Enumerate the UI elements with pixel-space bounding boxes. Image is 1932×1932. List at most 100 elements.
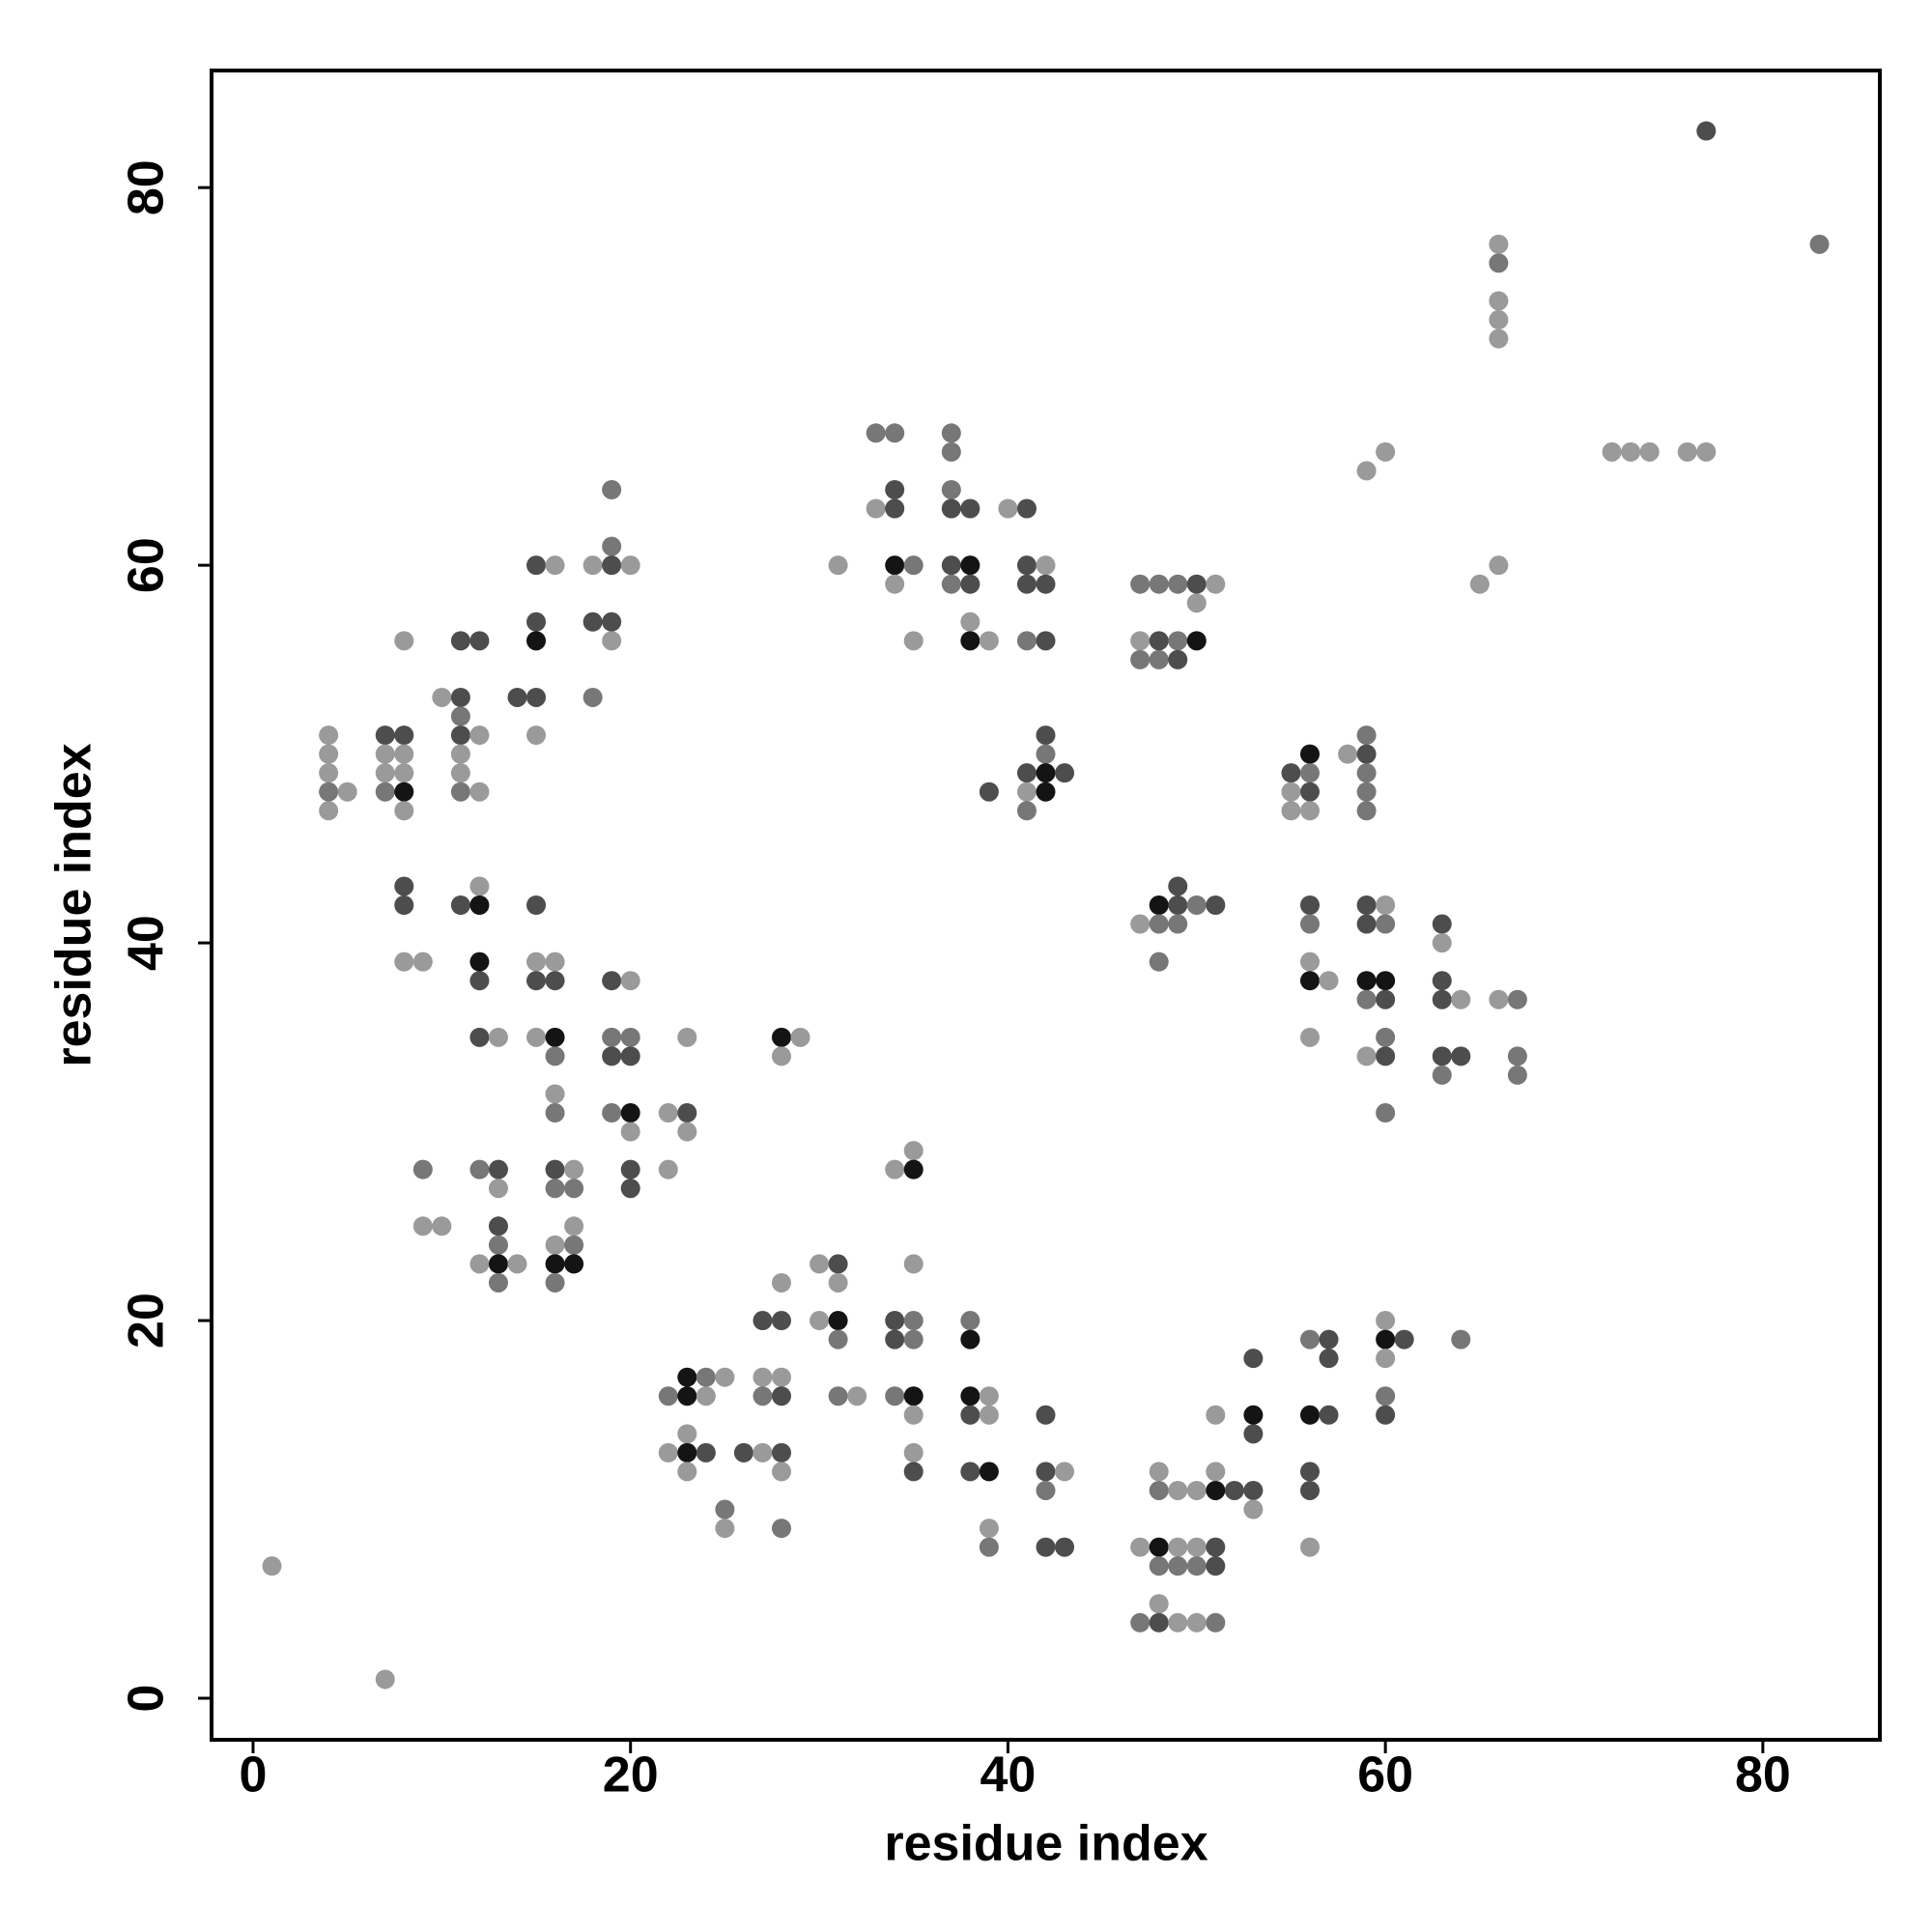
point [620, 1122, 640, 1142]
point [1432, 914, 1452, 934]
point [432, 687, 452, 707]
point [545, 1103, 565, 1123]
point [1149, 1594, 1169, 1614]
point [885, 479, 905, 499]
point [1149, 1480, 1169, 1500]
point [450, 763, 470, 783]
point [394, 631, 414, 651]
point [903, 1254, 923, 1274]
point [1319, 1349, 1339, 1369]
point [319, 725, 339, 746]
point [469, 971, 490, 991]
point [960, 1405, 980, 1425]
point [1206, 895, 1226, 915]
point [960, 555, 980, 576]
point [1376, 1027, 1396, 1047]
point [960, 1386, 980, 1406]
point [753, 1311, 773, 1331]
point [903, 555, 923, 576]
point [1451, 1329, 1471, 1350]
y-axis-label: residue index [46, 743, 102, 1066]
point [1300, 1027, 1321, 1047]
point [1489, 234, 1509, 254]
point [771, 1046, 791, 1066]
point [1243, 1424, 1264, 1444]
x-tick-label: 40 [980, 1747, 1037, 1804]
point [790, 1027, 810, 1047]
point [1130, 649, 1151, 669]
point [620, 1159, 640, 1179]
point [1149, 1462, 1169, 1482]
point [677, 1027, 697, 1047]
point [526, 1027, 547, 1047]
point [1149, 952, 1169, 972]
point [1507, 1046, 1527, 1066]
point [450, 744, 470, 764]
point [866, 423, 886, 443]
point [1376, 1349, 1396, 1369]
point [960, 498, 980, 519]
point [1016, 574, 1037, 594]
point [1168, 1612, 1188, 1633]
point [771, 1311, 791, 1331]
point [564, 1235, 584, 1255]
point [545, 1235, 565, 1255]
point [903, 1442, 923, 1463]
point [1489, 328, 1509, 349]
point [771, 1367, 791, 1387]
point [488, 1272, 508, 1293]
point [319, 801, 339, 821]
point [1300, 781, 1321, 802]
point [1489, 555, 1509, 576]
point [582, 611, 603, 632]
point [469, 1159, 490, 1179]
y-tick-label: 0 [119, 1685, 175, 1713]
point [1300, 1462, 1321, 1482]
point [262, 1556, 282, 1577]
point [375, 744, 395, 764]
point [658, 1442, 678, 1463]
point [1507, 1065, 1527, 1085]
point [1206, 1462, 1226, 1482]
point [1168, 876, 1188, 896]
point [1206, 1612, 1226, 1633]
point [526, 895, 547, 915]
point [450, 895, 470, 915]
point [1376, 1311, 1396, 1331]
point [1300, 1405, 1321, 1425]
x-tick-label: 0 [240, 1747, 268, 1804]
point [1016, 631, 1037, 651]
point [903, 1386, 923, 1406]
point [753, 1367, 773, 1387]
point [1036, 781, 1056, 802]
point [1036, 725, 1056, 746]
point [1677, 441, 1697, 462]
point [771, 1386, 791, 1406]
point [1036, 1405, 1056, 1425]
point [1168, 914, 1188, 934]
point [375, 725, 395, 746]
point [488, 1235, 508, 1255]
point [1206, 1405, 1226, 1425]
point [545, 971, 565, 991]
point [545, 1254, 565, 1274]
point [1300, 952, 1321, 972]
point [602, 971, 622, 991]
point [545, 1159, 565, 1179]
point [885, 555, 905, 576]
point [1149, 649, 1169, 669]
point [1300, 763, 1321, 783]
point [1036, 555, 1056, 576]
point [810, 1311, 830, 1331]
point [1206, 574, 1226, 594]
point [450, 687, 470, 707]
point [620, 1027, 640, 1047]
point [1507, 989, 1527, 1009]
point [469, 725, 490, 746]
point [1130, 1537, 1151, 1557]
point [885, 1311, 905, 1331]
point [1186, 895, 1207, 915]
point [602, 1027, 622, 1047]
point [602, 631, 622, 651]
